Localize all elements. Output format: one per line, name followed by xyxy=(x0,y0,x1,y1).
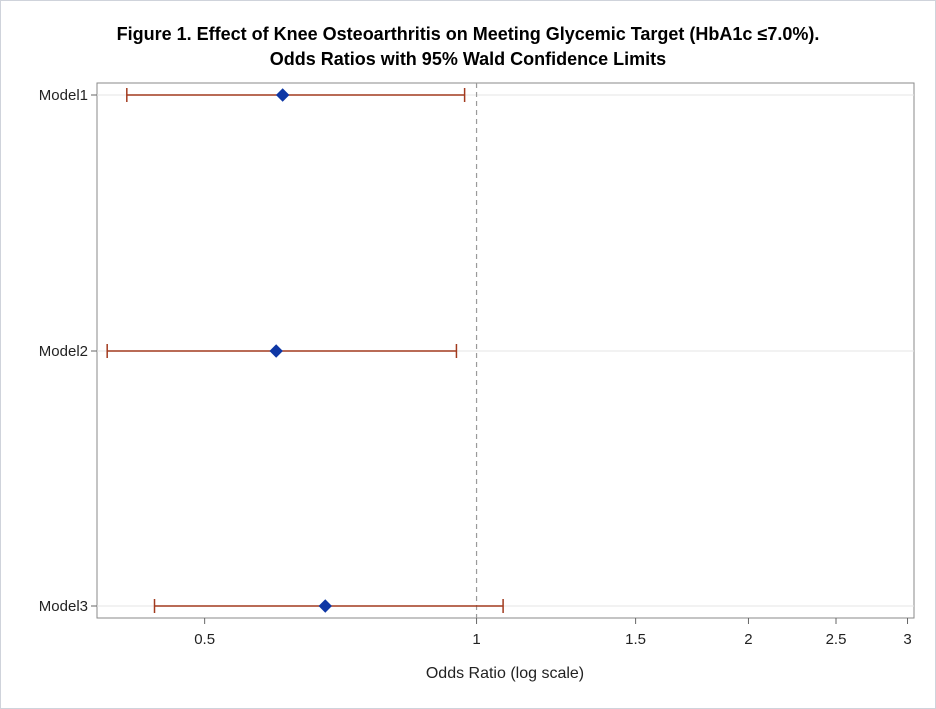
y-tick-label: Model3 xyxy=(39,598,88,615)
y-tick-label: Model2 xyxy=(39,343,88,360)
x-tick-label: 0.5 xyxy=(194,631,215,648)
estimate-marker-model2 xyxy=(269,344,283,358)
x-tick-label: 2.5 xyxy=(826,631,847,648)
x-tick-label: 3 xyxy=(903,631,911,648)
estimate-marker-model3 xyxy=(318,599,332,613)
chart-title: Figure 1. Effect of Knee Osteoarthritis … xyxy=(116,24,820,44)
x-tick-label: 1 xyxy=(472,631,480,648)
chart-subtitle: Odds Ratios with 95% Wald Confidence Lim… xyxy=(269,49,667,69)
x-axis-label: Odds Ratio (log scale) xyxy=(426,665,584,682)
x-tick-label: 2 xyxy=(744,631,752,648)
x-tick-label: 1.5 xyxy=(625,631,646,648)
estimate-marker-model1 xyxy=(275,88,290,102)
y-tick-label: Model1 xyxy=(39,87,88,104)
